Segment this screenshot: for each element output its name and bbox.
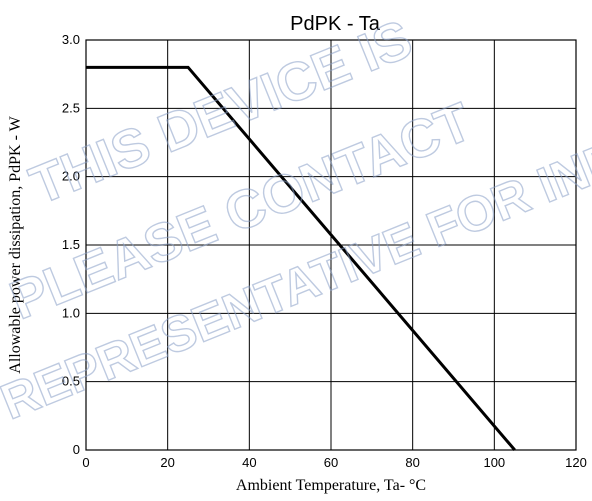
x-tick-label: 40 [242, 455, 256, 470]
y-tick-label: 1.0 [62, 305, 80, 320]
y-tick-label: 0.5 [62, 374, 80, 389]
y-axis-label: Allowable power dissipation, PdPK - W [7, 115, 24, 373]
series-line-1 [86, 65, 516, 451]
x-tick-label: 80 [405, 455, 419, 470]
y-tick-label: 1.5 [62, 237, 80, 252]
y-axis-ticks: 0 0.5 1.0 1.5 2.0 2.5 3.0 [62, 32, 80, 457]
watermark: THIS DEVICE IS PLEASE CONTACT REPRESENTA… [0, 8, 592, 431]
y-tick-label: 2.5 [62, 100, 80, 115]
x-axis-ticks: 0 20 40 60 80 100 120 [82, 455, 586, 470]
y-tick-label: 2.0 [62, 169, 80, 184]
x-tick-label: 120 [565, 455, 587, 470]
x-tick-label: 100 [483, 455, 505, 470]
y-tick-label: 3.0 [62, 32, 80, 47]
x-axis-label: Ambient Temperature, Ta- °C [236, 477, 426, 494]
grid [86, 40, 576, 450]
chart-title: PdPK - Ta [290, 13, 381, 35]
x-tick-label: 60 [324, 455, 338, 470]
series-layer [86, 65, 516, 451]
y-tick-label: 0 [73, 442, 80, 457]
x-tick-label: 0 [82, 455, 89, 470]
x-tick-label: 20 [160, 455, 174, 470]
